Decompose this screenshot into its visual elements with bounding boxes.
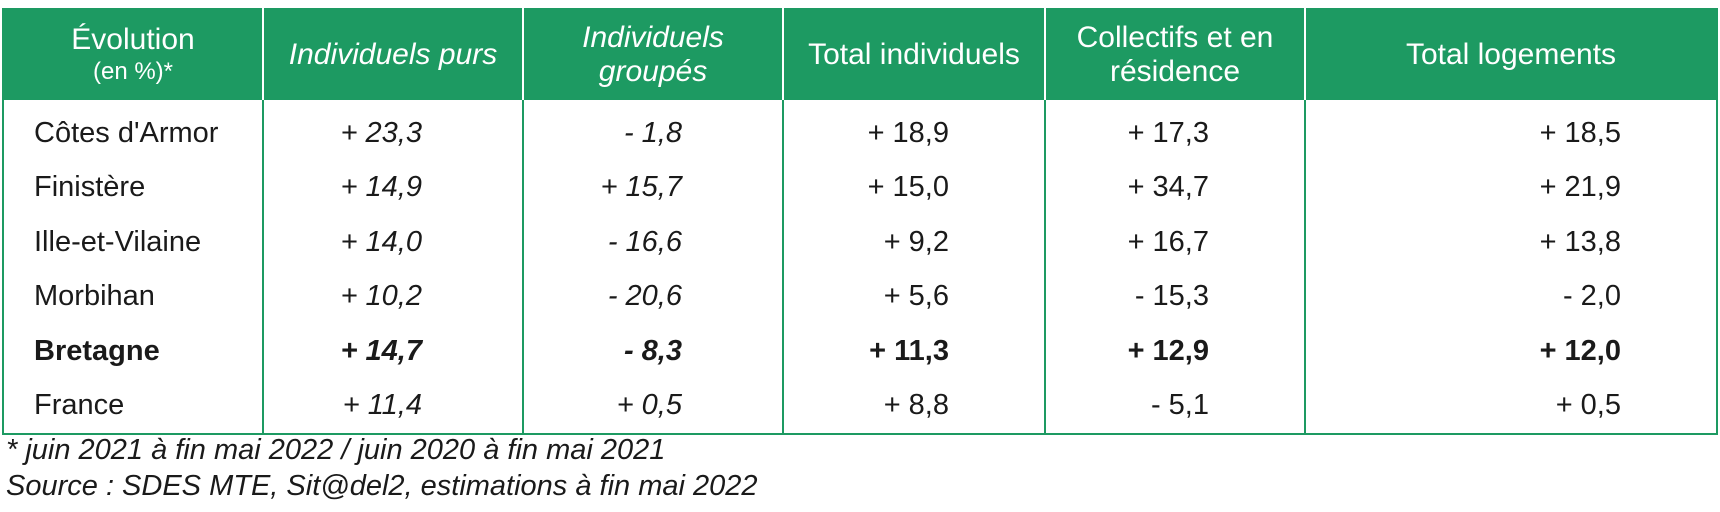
cell-total-logements: + 13,8 bbox=[1539, 225, 1621, 258]
cell-collectifs: - 5,1 bbox=[1045, 378, 1306, 434]
cell-collectifs: + 12,9 bbox=[1045, 324, 1306, 379]
cell-individuels-groupes: - 16,6 bbox=[523, 215, 784, 270]
table-row: Finistère + 14,9 + 15,7 + 15,0 + 34,7 + … bbox=[3, 160, 1717, 215]
row-label: Bretagne bbox=[3, 324, 264, 379]
cell-total-individuels: + 8,8 bbox=[783, 378, 1046, 434]
cell-collectifs: + 34,7 bbox=[1045, 160, 1306, 215]
cell-individuels-purs: + 11,4 bbox=[263, 378, 524, 434]
cell-total-logements: + 12,0 bbox=[1539, 334, 1621, 367]
cell-individuels-groupes: - 1,8 bbox=[523, 100, 784, 161]
cell-individuels-purs: + 14,7 bbox=[263, 324, 524, 379]
header-row: Évolution (en %)* Individuels purs Indiv… bbox=[3, 9, 1717, 100]
cell-individuels-purs: + 10,2 bbox=[263, 269, 524, 324]
table-row: France + 11,4 + 0,5 + 8,8 - 5,1 + 0,5 bbox=[3, 378, 1717, 434]
header-individuels-groupes: Individuels groupés bbox=[523, 9, 784, 100]
cell-collectifs: - 15,3 bbox=[1045, 269, 1306, 324]
row-label: Morbihan bbox=[3, 269, 264, 324]
header-evolution-title: Évolution bbox=[71, 23, 195, 56]
cell-individuels-groupes: - 8,3 bbox=[523, 324, 784, 379]
cell-individuels-purs: + 14,0 bbox=[263, 215, 524, 270]
housing-evolution-table: Évolution (en %)* Individuels purs Indiv… bbox=[2, 8, 1718, 435]
cell-collectifs: + 17,3 bbox=[1045, 100, 1306, 161]
cell-individuels-groupes: + 15,7 bbox=[523, 160, 784, 215]
header-individuels-purs: Individuels purs bbox=[263, 9, 524, 100]
cell-total-individuels: + 15,0 bbox=[783, 160, 1046, 215]
cell-collectifs: + 16,7 bbox=[1045, 215, 1306, 270]
table-row: Morbihan + 10,2 - 20,6 + 5,6 - 15,3 - 2,… bbox=[3, 269, 1717, 324]
table-row-bretagne: Bretagne + 14,7 - 8,3 + 11,3 + 12,9 + 12… bbox=[3, 324, 1717, 379]
table-container: Évolution (en %)* Individuels purs Indiv… bbox=[2, 8, 1718, 435]
source-note: Source : SDES MTE, Sit@del2, estimations… bbox=[6, 470, 758, 502]
cell-individuels-purs: + 14,9 bbox=[263, 160, 524, 215]
table-row: Côtes d'Armor + 23,3 - 1,8 + 18,9 + 17,3… bbox=[3, 100, 1717, 161]
cell-total-logements: + 0,5 bbox=[1555, 389, 1621, 422]
row-label: Finistère bbox=[3, 160, 264, 215]
header-evolution: Évolution (en %)* bbox=[3, 9, 264, 100]
footnote: * juin 2021 à fin mai 2022 / juin 2020 à… bbox=[6, 434, 666, 466]
cell-total-individuels: + 18,9 bbox=[783, 100, 1046, 161]
header-collectifs: Collectifs et en résidence bbox=[1045, 9, 1306, 100]
table-body: Côtes d'Armor + 23,3 - 1,8 + 18,9 + 17,3… bbox=[3, 100, 1717, 434]
cell-total-logements: + 21,9 bbox=[1539, 171, 1621, 204]
table-header: Évolution (en %)* Individuels purs Indiv… bbox=[3, 9, 1717, 100]
cell-total-logements: + 18,5 bbox=[1539, 116, 1621, 149]
cell-individuels-purs: + 23,3 bbox=[263, 100, 524, 161]
cell-total-individuels: + 11,3 bbox=[783, 324, 1046, 379]
cell-total-individuels: + 9,2 bbox=[783, 215, 1046, 270]
table-notes: * juin 2021 à fin mai 2022 / juin 2020 à… bbox=[6, 432, 758, 504]
header-individuels-groupes-line1: Individuels bbox=[582, 21, 724, 54]
header-total-individuels: Total individuels bbox=[783, 9, 1046, 100]
row-label: France bbox=[3, 378, 264, 434]
header-collectifs-line2: résidence bbox=[1109, 55, 1241, 88]
row-label: Côtes d'Armor bbox=[3, 100, 264, 161]
cell-individuels-groupes: + 0,5 bbox=[523, 378, 784, 434]
header-evolution-unit: (en %)* bbox=[92, 58, 174, 85]
header-individuels-groupes-line2: groupés bbox=[598, 55, 708, 88]
row-label: Ille-et-Vilaine bbox=[3, 215, 264, 270]
header-collectifs-line1: Collectifs et en bbox=[1076, 21, 1274, 54]
header-total-logements: Total logements bbox=[1305, 9, 1717, 100]
cell-individuels-groupes: - 20,6 bbox=[523, 269, 784, 324]
cell-total-logements: - 2,0 bbox=[1562, 280, 1621, 313]
cell-total-individuels: + 5,6 bbox=[783, 269, 1046, 324]
table-row: Ille-et-Vilaine + 14,0 - 16,6 + 9,2 + 16… bbox=[3, 215, 1717, 270]
